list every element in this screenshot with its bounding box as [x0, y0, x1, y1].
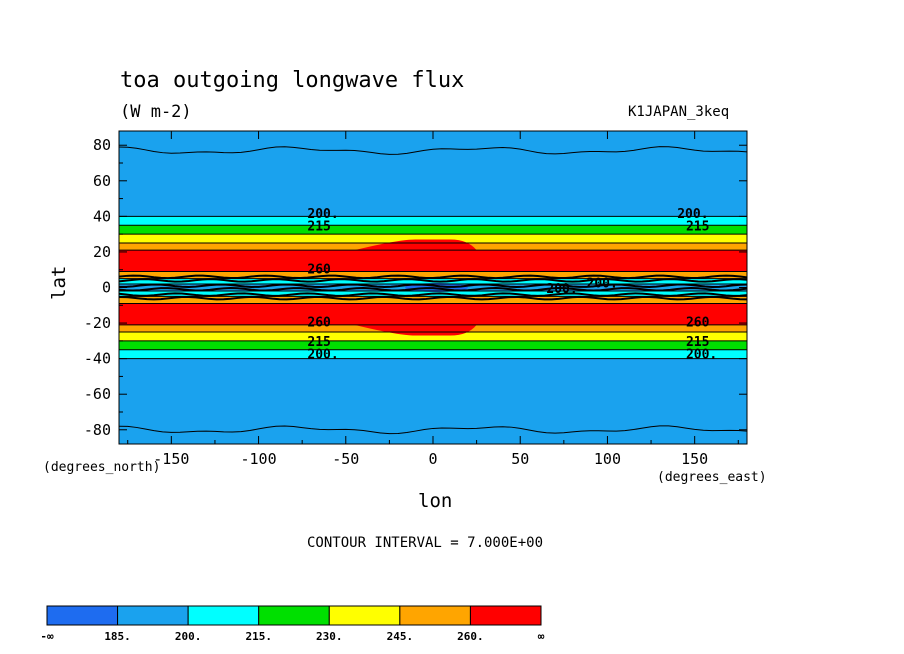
heatmap-band-16: [119, 131, 747, 217]
colorbar-swatch-0: [46, 605, 119, 626]
contour-wave-north: [118, 146, 748, 155]
contour-equatorial-0: [118, 295, 748, 301]
y-tick-label-8: -80: [84, 421, 111, 439]
colorbar-level-label-5: 245.: [387, 630, 414, 643]
heatmap-band-2: [119, 340, 747, 350]
contour-label-3: 215: [686, 220, 709, 235]
heatmap-band-14: [119, 225, 747, 235]
x-tick-label-1: -100: [240, 450, 276, 468]
x-tick-label-0: -150: [153, 450, 189, 468]
contour-equatorial-5: [118, 274, 748, 280]
chart-title: toa outgoing longwave flux: [120, 68, 465, 93]
x-tick-label-5: 100: [594, 450, 621, 468]
y-tick-label-1: 60: [93, 172, 111, 190]
run-label: K1JAPAN_3keq: [628, 104, 730, 120]
colorbar-swatch-2: [187, 605, 260, 626]
contour-equatorial-2: [118, 287, 748, 292]
colorbar-swatch-3: [258, 605, 330, 626]
heatmap-bulge-south: [354, 324, 477, 336]
contour-label-10: 260: [686, 316, 710, 331]
contour-equatorial-4: [118, 278, 748, 283]
colorbar-swatch-5: [399, 605, 471, 626]
heatmap-band-3: [119, 331, 747, 341]
contour-wave-south: [118, 425, 748, 435]
contour-label-1: 215: [307, 220, 330, 235]
colorbar-level-label-1: 185.: [104, 630, 131, 643]
heatmap-band-5: [119, 303, 747, 325]
contour-equatorial-3: [118, 283, 748, 288]
y-tick-label-7: -60: [84, 385, 111, 403]
y-tick-label-0: 80: [93, 136, 111, 154]
contour-label-12: 200.: [587, 277, 618, 292]
y-tick-label-4: 0: [102, 279, 111, 297]
colorbar-level-label-7: ∞: [538, 630, 545, 643]
x-axis-label: lon: [418, 490, 453, 512]
contour-label-11: 200.: [546, 282, 577, 297]
heatmap-band-6: [119, 296, 747, 304]
colorbar-level-label-0: -∞: [40, 630, 54, 643]
colorbar-swatch-1: [117, 605, 189, 626]
colorbar-level-label-4: 230.: [316, 630, 343, 643]
y-tick-label-5: -20: [84, 314, 111, 332]
contour-label-0: 200.: [307, 207, 338, 222]
heatmap-band-11: [119, 250, 747, 272]
heatmap-band-10: [119, 271, 747, 279]
contour-label-9: 260: [307, 316, 331, 331]
colorbar-level-label-3: 215.: [245, 630, 272, 643]
x-tick-label-6: 150: [681, 450, 708, 468]
heatmap-band-0: [119, 358, 747, 444]
chart-units: (W m-2): [120, 102, 192, 122]
x-tick-label-2: -50: [332, 450, 359, 468]
heatmap-band-1: [119, 349, 747, 359]
y-tick-label-6: -40: [84, 350, 111, 368]
contour-label-4: 200.: [307, 348, 338, 363]
contour-label-8: 260: [307, 262, 331, 277]
contour-interval-note: CONTOUR INTERVAL = 7.000E+00: [307, 535, 544, 551]
colorbar-swatch-4: [328, 605, 401, 626]
contour-label-5: 215: [307, 335, 330, 350]
contour-label-7: 215: [686, 335, 709, 350]
contour-label-6: 200.: [686, 348, 717, 363]
colorbar-level-label-6: 260.: [457, 630, 484, 643]
y-unit-label: (degrees_north): [43, 460, 161, 475]
x-tick-label-4: 50: [511, 450, 529, 468]
y-tick-label-3: 20: [93, 243, 111, 261]
colorbar-level-label-2: 200.: [175, 630, 202, 643]
contour-equatorial-1: [118, 292, 748, 297]
heatmap-bulge-north: [354, 239, 477, 251]
colorbar-swatch-6: [469, 605, 542, 626]
y-tick-label-2: 40: [93, 207, 111, 225]
x-unit-label: (degrees_east): [657, 470, 767, 485]
x-tick-label-3: 0: [428, 450, 437, 468]
heatmap-band-15: [119, 216, 747, 226]
contour-label-2: 200.: [677, 207, 708, 222]
heatmap-band-13: [119, 234, 747, 244]
